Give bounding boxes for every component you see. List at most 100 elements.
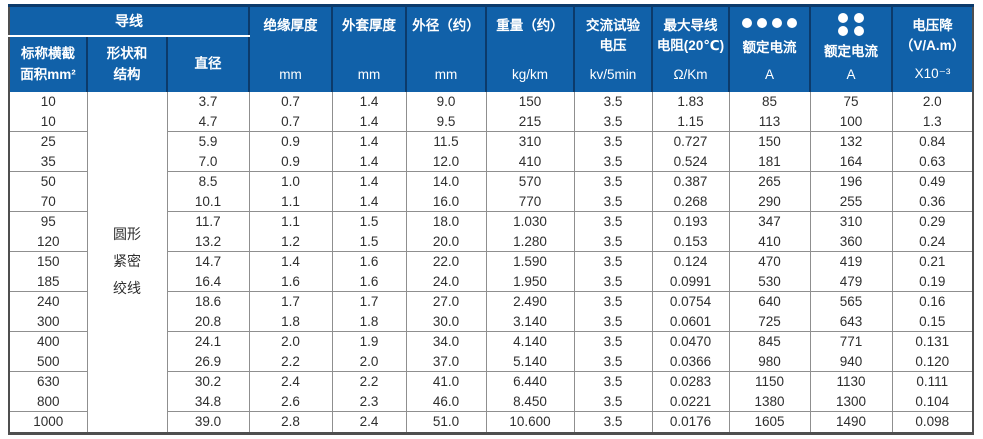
table-row: 150 14.7 1.4 1.6 22.0 1.590 3.5 0.124 470 419 0.21	[9, 251, 973, 272]
cell-test-voltage: 3.5	[573, 171, 652, 192]
cell-outer-diameter: 37.0	[405, 351, 486, 372]
cell-area: 35	[9, 151, 87, 172]
col-label: 最大导线 电阻(20℃)	[656, 18, 725, 53]
cell-voltage-drop: 0.131	[891, 331, 973, 352]
cell-max-resistance: 0.0366	[651, 351, 729, 372]
cell-rated-current-2x2: 771	[809, 331, 892, 352]
cell-shape-structure: 圆形 紧密 绞线	[86, 92, 167, 433]
cell-voltage-drop: 0.29	[891, 211, 973, 232]
col-header-ac-test-voltage: 交流试验 电压 kv/5min	[573, 5, 652, 92]
cell-rated-current-4core: 725	[728, 311, 810, 332]
table-row: 120 13.2 1.2 1.5 20.0 1.280 3.5 0.153 410 360 0.24	[9, 231, 973, 252]
cell-weight: 770	[485, 191, 574, 212]
cell-sheath-thickness: 1.9	[331, 331, 406, 352]
cell-max-resistance: 0.0754	[651, 291, 729, 312]
cell-max-resistance: 0.387	[651, 171, 729, 192]
cell-diameter: 14.7	[166, 251, 249, 272]
cell-rated-current-2x2: 1300	[809, 391, 892, 412]
cell-voltage-drop: 0.84	[891, 131, 973, 152]
col-unit: kg/km	[511, 67, 548, 82]
cell-max-resistance: 0.524	[651, 151, 729, 172]
cell-test-voltage: 3.5	[573, 211, 652, 232]
col-header-shape-structure: 形状和 结构	[86, 36, 167, 92]
col-header-diameter: 直径	[166, 36, 249, 92]
cell-rated-current-2x2: 643	[809, 311, 892, 332]
col-label: 外套厚度	[342, 18, 396, 33]
col-header-max-conductor-resistance: 最大导线 电阻(20℃) Ω/Km	[651, 5, 729, 92]
cell-outer-diameter: 9.5	[405, 111, 486, 132]
col-label: 电压降 （V/A.m）	[899, 18, 966, 53]
cell-weight: 5.140	[485, 351, 574, 372]
cell-rated-current-2x2: 940	[809, 351, 892, 372]
cell-max-resistance: 0.0283	[651, 371, 729, 392]
cell-area: 400	[9, 331, 87, 352]
cell-rated-current-2x2: 132	[809, 131, 892, 152]
cell-rated-current-4core: 181	[728, 151, 810, 172]
cell-weight: 310	[485, 131, 574, 152]
table-row: 10 4.7 0.7 1.4 9.5 215 3.5 1.15 113 100 1.3	[9, 111, 973, 132]
table-row: 630 30.2 2.4 2.2 41.0 6.440 3.5 0.0283 1150 1130 0…	[9, 371, 973, 392]
cell-rated-current-4core: 113	[728, 111, 810, 132]
cell-outer-diameter: 27.0	[405, 291, 486, 312]
col-header-rated-current-4core: 额定电流 A	[728, 5, 810, 92]
cell-test-voltage: 3.5	[573, 111, 652, 132]
cell-rated-current-2x2: 164	[809, 151, 892, 172]
cell-rated-current-4core: 347	[728, 211, 810, 232]
col-unit: mm	[279, 67, 302, 82]
cell-area: 500	[9, 351, 87, 372]
col-header-weight: 重量（约） kg/km	[485, 5, 574, 92]
col-header-insulation-thickness: 绝缘厚度 mm	[248, 5, 332, 92]
cell-voltage-drop: 0.19	[891, 271, 973, 292]
cell-insulation-thickness: 2.2	[248, 351, 332, 372]
cell-rated-current-2x2: 75	[809, 92, 892, 112]
col-label: 绝缘厚度	[263, 18, 318, 33]
cell-weight: 4.140	[485, 331, 574, 352]
cell-sheath-thickness: 2.0	[331, 351, 406, 372]
cell-weight: 2.490	[485, 291, 574, 312]
four-dots-row-icon	[742, 16, 797, 28]
cell-voltage-drop: 0.098	[891, 411, 973, 433]
cell-sheath-thickness: 1.4	[331, 191, 406, 212]
cell-max-resistance: 0.268	[651, 191, 729, 212]
cell-weight: 3.140	[485, 311, 574, 332]
cell-rated-current-4core: 410	[728, 231, 810, 252]
table-row: 50 8.5 1.0 1.4 14.0 570 3.5 0.387 265 196 0.49	[9, 171, 973, 192]
col-unit: mm	[434, 67, 458, 82]
cell-sheath-thickness: 1.4	[331, 111, 406, 132]
cell-test-voltage: 3.5	[573, 371, 652, 392]
col-label: 交流试验 电压	[586, 18, 640, 53]
cell-weight: 6.440	[485, 371, 574, 392]
cell-insulation-thickness: 2.6	[248, 391, 332, 412]
cell-area: 185	[9, 271, 87, 292]
cell-area: 300	[9, 311, 87, 332]
cell-insulation-thickness: 0.9	[248, 131, 332, 152]
cell-rated-current-4core: 1150	[728, 371, 810, 392]
cell-rated-current-4core: 85	[728, 92, 810, 112]
cell-rated-current-4core: 980	[728, 351, 810, 372]
cell-outer-diameter: 12.0	[405, 151, 486, 172]
table-row: 240 18.6 1.7 1.7 27.0 2.490 3.5 0.0754 640 565 0.1…	[9, 291, 973, 312]
col-unit: Ω/Km	[673, 67, 708, 82]
cell-rated-current-2x2: 565	[809, 291, 892, 312]
cell-voltage-drop: 1.3	[891, 111, 973, 132]
cell-voltage-drop: 0.63	[891, 151, 973, 172]
cell-sheath-thickness: 1.8	[331, 311, 406, 332]
cell-insulation-thickness: 1.4	[248, 251, 332, 272]
cell-rated-current-2x2: 255	[809, 191, 892, 212]
cell-weight: 570	[485, 171, 574, 192]
cell-max-resistance: 0.193	[651, 211, 729, 232]
cell-max-resistance: 1.15	[651, 111, 729, 132]
cell-sheath-thickness: 1.4	[331, 92, 406, 112]
cell-insulation-thickness: 0.7	[248, 92, 332, 112]
cell-outer-diameter: 24.0	[405, 271, 486, 292]
cell-voltage-drop: 0.21	[891, 251, 973, 272]
cell-diameter: 30.2	[166, 371, 249, 392]
cell-diameter: 7.0	[166, 151, 249, 172]
cell-insulation-thickness: 2.0	[248, 331, 332, 352]
col-unit: X10⁻³	[914, 66, 951, 81]
cell-rated-current-4core: 640	[728, 291, 810, 312]
cell-diameter: 24.1	[166, 331, 249, 352]
cell-rated-current-2x2: 360	[809, 231, 892, 252]
cell-outer-diameter: 18.0	[405, 211, 486, 232]
